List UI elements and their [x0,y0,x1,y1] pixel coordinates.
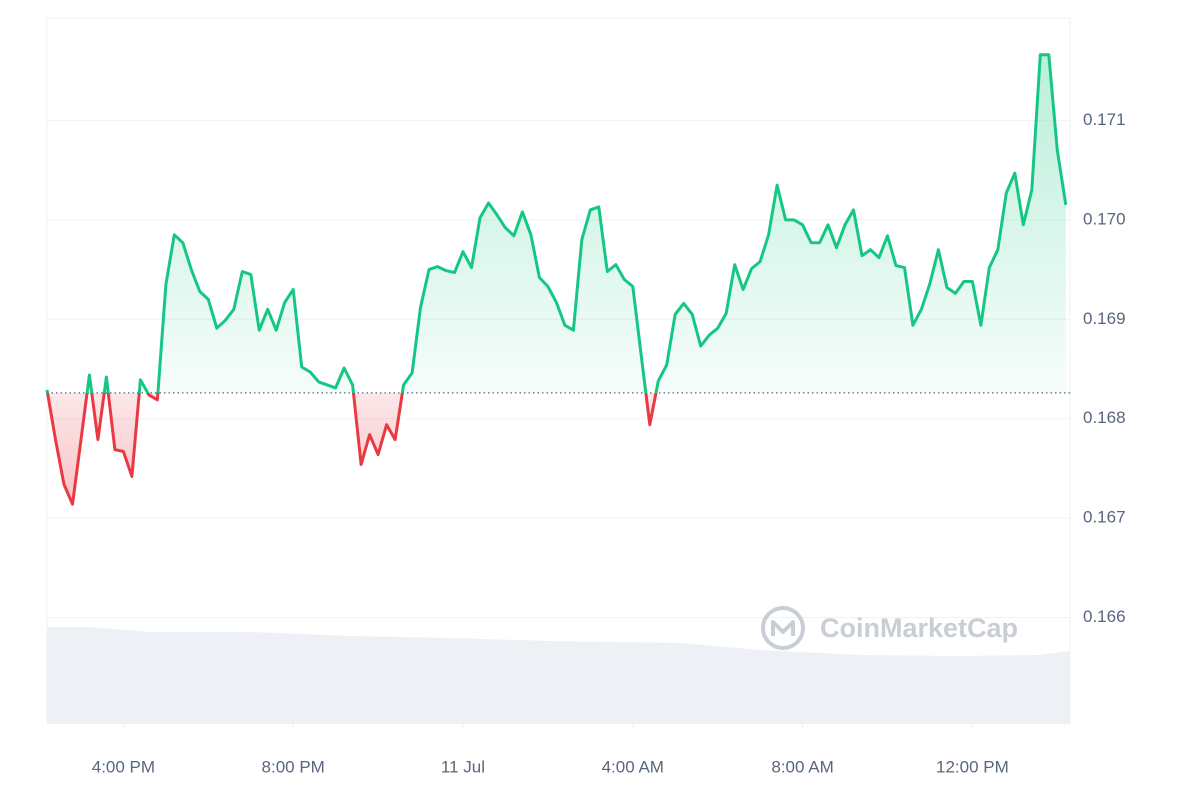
y-tick-label: 0.166 [1083,607,1126,626]
watermark: CoinMarketCap [761,606,1018,650]
volume-area [47,627,1070,724]
x-tick-label: 11 Jul [441,757,485,776]
area [47,54,1066,505]
watermark-logo-mark [771,620,795,636]
grid [47,119,1070,619]
y-tick-label: 0.171 [1083,110,1126,129]
x-tick-label: 12:00 PM [936,757,1009,776]
x-tick-label: 8:00 PM [262,757,325,776]
x-tick-label: 4:00 AM [602,757,664,776]
watermark-text: CoinMarketCap [820,613,1018,643]
watermark-logo [761,606,805,650]
y-tick-label: 0.168 [1083,408,1126,427]
y-tick-label: 0.169 [1083,309,1126,328]
y-tick-label: 0.170 [1083,209,1126,228]
y-tick-label: 0.167 [1083,508,1126,527]
x-tick-label: 4:00 PM [92,757,155,776]
price-line [45,53,1068,506]
x-tick-label: 8:00 AM [771,757,833,776]
plot [45,53,1070,506]
